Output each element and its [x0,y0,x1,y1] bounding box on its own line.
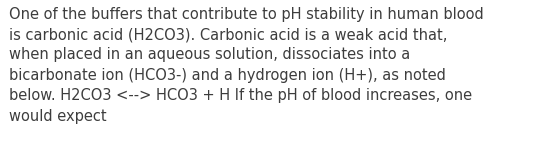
Text: One of the buffers that contribute to pH stability in human blood
is carbonic ac: One of the buffers that contribute to pH… [9,7,484,124]
